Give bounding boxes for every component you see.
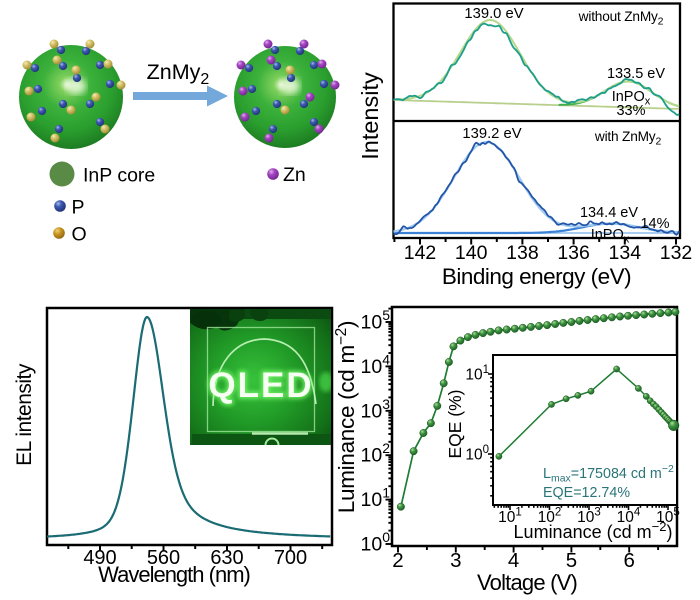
svg-text:5: 5 bbox=[566, 549, 577, 572]
svg-text:O: O bbox=[72, 224, 87, 246]
svg-text:Voltage (V): Voltage (V) bbox=[477, 570, 577, 595]
svg-text:101: 101 bbox=[465, 364, 489, 384]
svg-text:133.5 eV: 133.5 eV bbox=[607, 66, 665, 82]
svg-text:33%: 33% bbox=[616, 103, 645, 119]
svg-text:Lmax=175084 cd m−2: Lmax=175084 cd m−2 bbox=[543, 463, 674, 485]
svg-text:103: 103 bbox=[361, 396, 391, 423]
svg-text:Zn: Zn bbox=[283, 164, 306, 186]
svg-text:700: 700 bbox=[274, 547, 307, 569]
svg-text:105: 105 bbox=[361, 307, 391, 334]
svg-text:EQE=12.74%: EQE=12.74% bbox=[543, 485, 630, 501]
svg-text:3: 3 bbox=[450, 549, 461, 572]
svg-text:2: 2 bbox=[392, 549, 403, 572]
svg-text:InP core: InP core bbox=[83, 165, 155, 187]
svg-text:560: 560 bbox=[147, 547, 180, 569]
svg-text:4: 4 bbox=[508, 549, 519, 572]
svg-text:139.2 eV: 139.2 eV bbox=[462, 126, 521, 142]
svg-text:140: 140 bbox=[455, 242, 488, 264]
svg-text:100: 100 bbox=[465, 444, 489, 464]
svg-text:Intensity: Intensity bbox=[357, 72, 383, 160]
svg-text:630: 630 bbox=[210, 547, 243, 569]
svg-text:Wavelength (nm): Wavelength (nm) bbox=[98, 562, 250, 587]
svg-text:with ZnMy2: with ZnMy2 bbox=[594, 129, 662, 148]
svg-text:EL intensity: EL intensity bbox=[13, 363, 36, 466]
svg-text:14%: 14% bbox=[640, 216, 669, 232]
svg-text:Binding energy (eV): Binding energy (eV) bbox=[442, 264, 631, 289]
svg-text:104: 104 bbox=[361, 351, 391, 378]
svg-text:P: P bbox=[72, 197, 85, 219]
svg-text:ZnMy2: ZnMy2 bbox=[147, 60, 210, 88]
svg-text:InPOx: InPOx bbox=[591, 227, 630, 246]
svg-text:Luminance (cd m−2): Luminance (cd m−2) bbox=[514, 519, 673, 542]
svg-text:142: 142 bbox=[404, 242, 437, 264]
svg-text:136: 136 bbox=[557, 242, 590, 264]
svg-text:139.0 eV: 139.0 eV bbox=[464, 6, 523, 22]
svg-text:138: 138 bbox=[506, 242, 539, 264]
svg-text:134.4 eV: 134.4 eV bbox=[580, 205, 638, 221]
svg-text:6: 6 bbox=[623, 549, 634, 572]
svg-text:101: 101 bbox=[361, 485, 391, 512]
svg-text:without ZnMy2: without ZnMy2 bbox=[578, 9, 664, 28]
svg-text:Luminance (cd m−2): Luminance (cd m−2) bbox=[333, 321, 359, 513]
svg-text:InPOx: InPOx bbox=[612, 89, 651, 108]
svg-text:490: 490 bbox=[83, 547, 116, 569]
svg-text:QLED: QLED bbox=[208, 366, 313, 405]
svg-text:EQE (%): EQE (%) bbox=[445, 389, 465, 458]
svg-text:132: 132 bbox=[660, 242, 693, 264]
svg-text:134: 134 bbox=[609, 242, 642, 264]
svg-text:100: 100 bbox=[361, 529, 391, 556]
svg-text:QLED: QLED bbox=[208, 366, 313, 405]
svg-text:102: 102 bbox=[361, 440, 391, 467]
